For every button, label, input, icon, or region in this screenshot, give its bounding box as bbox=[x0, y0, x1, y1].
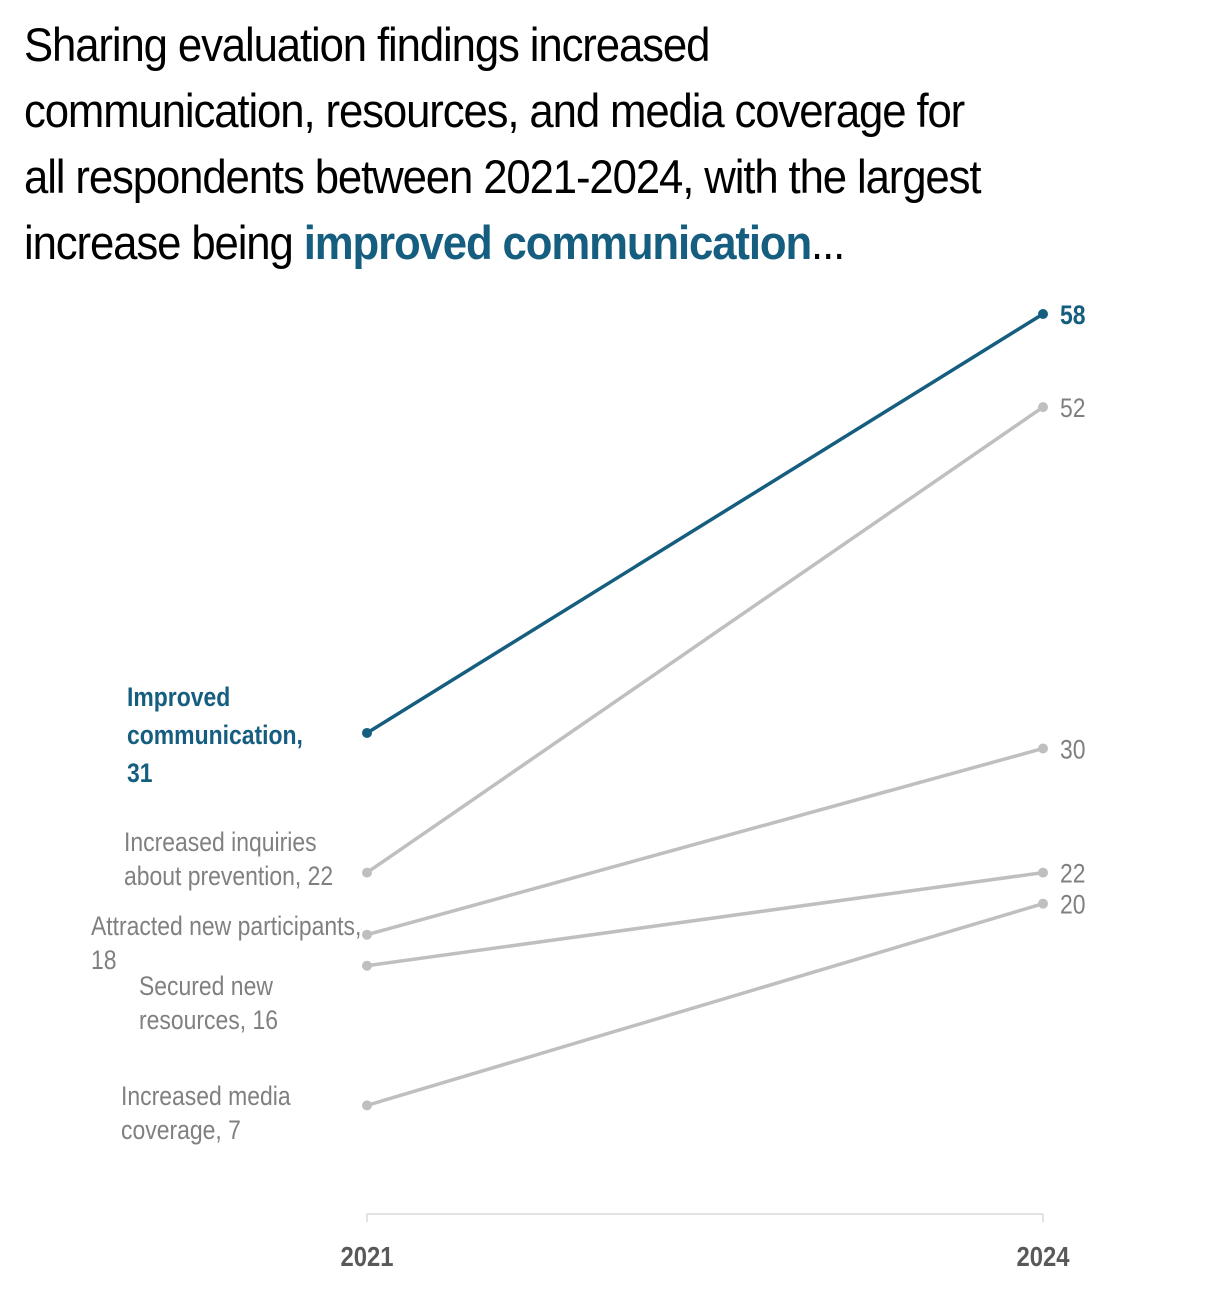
series-line bbox=[366, 405, 1044, 875]
series-increased-media-coverage: Increased media coverage, 7 20 bbox=[121, 890, 1086, 1146]
data-label-2024: 58 bbox=[1060, 300, 1086, 330]
data-label-2024: 52 bbox=[1060, 393, 1086, 423]
series-label-2021: Attracted new participants, bbox=[91, 911, 361, 941]
data-point-2024 bbox=[1038, 402, 1048, 413]
data-point-2024 bbox=[1038, 867, 1048, 878]
series-increased-inquiries-about-prevention: Increased inquiries about prevention, 22 5… bbox=[124, 393, 1086, 891]
series-line bbox=[366, 870, 1044, 968]
x-tick-label: 2024 bbox=[1017, 1240, 1070, 1272]
data-point-2021 bbox=[362, 929, 372, 940]
title-highlight: improved communication bbox=[303, 216, 812, 269]
data-point-2024 bbox=[1038, 309, 1048, 319]
data-label-2024: 22 bbox=[1060, 859, 1086, 889]
series-line bbox=[366, 312, 1044, 735]
series-line bbox=[366, 746, 1044, 937]
chart-title: Sharing evaluation findings increased co… bbox=[24, 12, 982, 276]
data-label-2024: 20 bbox=[1060, 890, 1086, 920]
series-label-2021: about prevention, 22 bbox=[124, 861, 333, 891]
series-label-2021: coverage, 7 bbox=[121, 1115, 241, 1145]
data-label-2024: 30 bbox=[1060, 735, 1086, 765]
series-improved-communication: Improved communication, 31 58 bbox=[127, 300, 1086, 788]
series-label-2021: communication, bbox=[127, 720, 303, 750]
series-label-2021: Increased inquiries bbox=[124, 827, 317, 857]
data-point-2021 bbox=[362, 1100, 372, 1111]
series-attracted-new-participants: Attracted new participants, 18 30 bbox=[91, 735, 1086, 976]
data-point-2024 bbox=[1038, 743, 1048, 754]
series-label-2021: Secured new bbox=[139, 971, 274, 1001]
title-text: Sharing evaluation findings increased co… bbox=[24, 18, 982, 269]
series-label-2021: Improved bbox=[127, 682, 230, 712]
data-point-2021 bbox=[362, 867, 372, 878]
title-suffix: ... bbox=[811, 216, 845, 269]
data-point-2024 bbox=[1038, 898, 1048, 909]
series-label-2021: resources, 16 bbox=[139, 1005, 278, 1035]
x-tick-label: 2021 bbox=[341, 1240, 394, 1272]
series-label-2021: 18 bbox=[91, 945, 117, 975]
series-secured-new-resources: Secured new resources, 16 22 bbox=[139, 859, 1086, 1036]
series-label-2021: 31 bbox=[127, 758, 153, 788]
series-label-2021: Increased media bbox=[121, 1081, 291, 1111]
data-point-2021 bbox=[362, 960, 372, 971]
data-point-2021 bbox=[362, 727, 372, 738]
series-line bbox=[366, 901, 1044, 1108]
